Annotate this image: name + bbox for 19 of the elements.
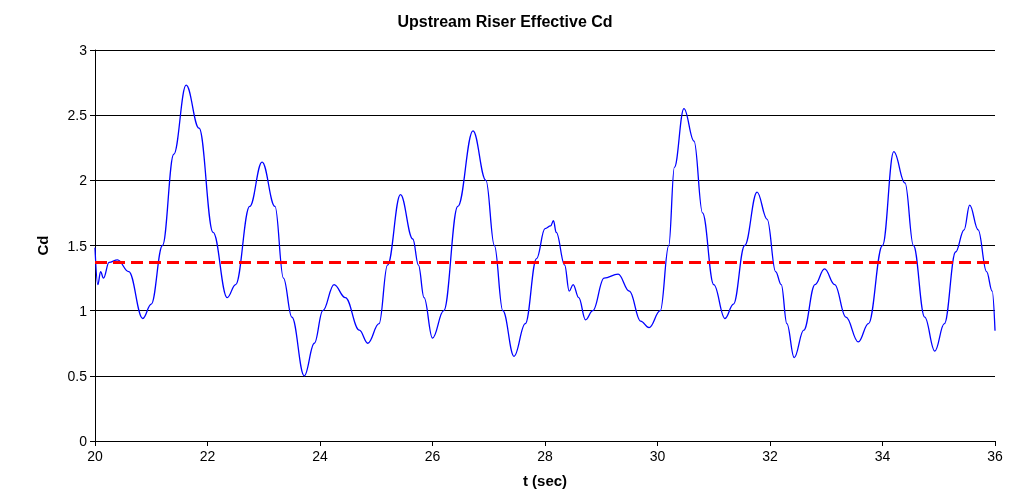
x-tick-label: 32 (762, 448, 778, 464)
y-tick-label: 1 (79, 302, 88, 319)
y-tick-label: 1.5 (67, 237, 88, 254)
x-tick-label: 24 (312, 448, 328, 464)
y-axis-title: Cd (34, 235, 51, 256)
x-tick-label: 36 (987, 448, 1003, 464)
x-tick-label: 26 (424, 448, 441, 464)
y-tick-label: 3 (79, 42, 88, 58)
chart-title: Upstream Riser Effective Cd (397, 12, 613, 30)
x-tick-label: 28 (537, 448, 553, 464)
x-axis-title: t (sec) (522, 472, 568, 489)
x-tick-label: 20 (87, 448, 103, 464)
x-tick-label: 34 (874, 448, 891, 464)
y-tick-label: 2.5 (67, 107, 88, 124)
y-tick-label: 0 (79, 433, 88, 449)
x-tick-label: 30 (649, 448, 666, 464)
y-tick-label: 0.5 (67, 367, 88, 384)
y-tick-label: 2 (79, 172, 88, 189)
x-tick-label: 22 (199, 448, 216, 464)
